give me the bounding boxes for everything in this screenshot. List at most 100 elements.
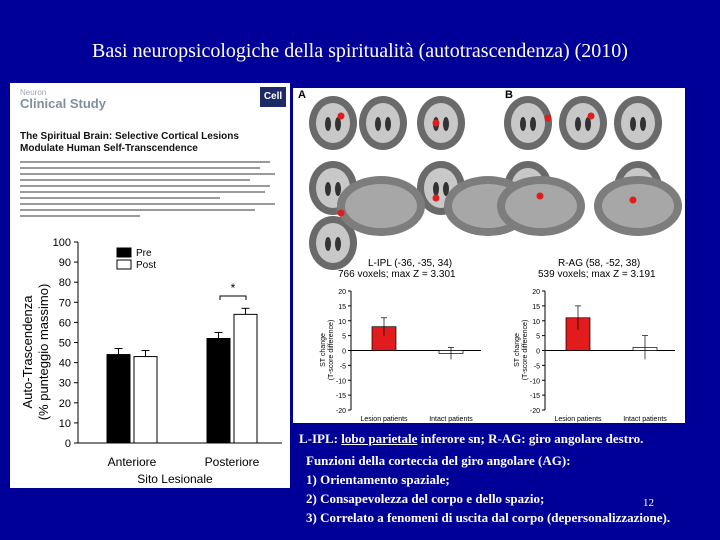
paper-title-line2: Modulate Human Self-Transcendence xyxy=(20,143,198,154)
brain-scan-images xyxy=(309,96,682,270)
left-region-label: L-IPL (-36, -35, 34) xyxy=(368,258,452,269)
brain-matter xyxy=(366,103,400,143)
y-tick-label: 80 xyxy=(59,277,71,289)
mini-y-tick-label: 5 xyxy=(536,334,540,341)
lesion-highlight xyxy=(536,192,544,200)
brain-gyri xyxy=(345,184,417,228)
brain-ventricle xyxy=(325,237,331,251)
y-tick-label: 100 xyxy=(53,237,71,249)
bar-post xyxy=(133,356,158,444)
mini-ylabel-line1: ST change xyxy=(514,333,521,367)
y-tick-label: 70 xyxy=(59,297,71,309)
mini-y-tick-label: 10 xyxy=(338,319,346,326)
paper-header-image: Neuron Clinical Study Cell The Spiritual… xyxy=(10,83,290,231)
mini-y-tick-label: -5 xyxy=(534,363,540,370)
paper-title-line1: The Spiritual Brain: Selective Cortical … xyxy=(20,131,239,142)
panel-label-a: A xyxy=(298,89,306,101)
chart-xlabel: Sito Lesionale xyxy=(137,472,213,486)
brain-ventricle xyxy=(585,117,591,131)
bar-chart-panel: Auto-Trascendenza (% punteggio massimo) … xyxy=(10,230,290,488)
chart-ylabel-line1: Auto-Trascendenza xyxy=(20,295,35,409)
y-tick-label: 30 xyxy=(59,378,71,390)
significance-bracket xyxy=(219,295,247,300)
y-tick-label: 50 xyxy=(59,338,71,350)
journal-top-label: Neuron xyxy=(20,88,47,97)
brain-ventricle xyxy=(335,237,341,251)
lesion-highlight xyxy=(432,119,440,127)
brain-ventricle xyxy=(335,182,341,196)
mini-y-tick-label: 15 xyxy=(532,304,540,311)
region-caption: L-IPL: lobo parietale inferore sn; R-AG:… xyxy=(299,431,643,447)
brain-ventricle xyxy=(575,117,581,131)
mini-x-label: Intact patients xyxy=(623,416,667,423)
functions-item-3: 3) Correlato a fenomeni di uscita dal co… xyxy=(306,510,671,525)
brain-figure: A B L-IPL (-36, -35, 34) 766 voxels; max… xyxy=(298,89,682,423)
y-tick-label: 20 xyxy=(59,398,71,410)
lesion-highlight xyxy=(629,196,637,204)
brain-ventricle xyxy=(630,117,636,131)
mini-ylabel-line2: (T-score difference) xyxy=(328,320,335,381)
bar-pre xyxy=(206,337,231,444)
brain-ventricle xyxy=(385,117,391,131)
brain-matter xyxy=(511,103,545,143)
brain-ventricle xyxy=(335,117,341,131)
significance-marker: * xyxy=(231,281,236,295)
y-tick-label: 40 xyxy=(59,358,71,370)
brain-matter xyxy=(621,103,655,143)
paper-title: The Spiritual Brain: Selective Cortical … xyxy=(20,131,280,155)
brain-figure-panel: A B L-IPL (-36, -35, 34) 766 voxels; max… xyxy=(293,88,685,423)
right-region-stats: 539 voxels; max Z = 3.191 xyxy=(538,269,656,280)
right-region-label: R-AG (58, -52, 38) xyxy=(558,258,640,269)
mini-y-tick-label: -20 xyxy=(336,408,346,415)
publisher-logo: Cell xyxy=(260,87,286,107)
brain-matter xyxy=(316,103,350,143)
brain-matter xyxy=(316,223,350,263)
mini-x-label: Lesion patients xyxy=(360,416,408,423)
brain-ventricle xyxy=(375,117,381,131)
legend-label: Pre xyxy=(136,248,152,259)
x-tick-label: Posteriore xyxy=(205,455,260,469)
mini-y-tick-label: 0 xyxy=(536,349,540,356)
brain-ventricle xyxy=(433,182,439,196)
mini-y-tick-label: -15 xyxy=(336,393,346,400)
mini-y-tick-label: -15 xyxy=(530,393,540,400)
journal-name: Clinical Study xyxy=(20,96,106,111)
legend-swatch xyxy=(116,259,132,270)
bar-pre xyxy=(106,354,131,444)
functions-list: Funzioni della corteccia del giro angola… xyxy=(306,451,670,527)
mini-y-tick-label: 10 xyxy=(532,319,540,326)
mini-y-tick-label: -20 xyxy=(530,408,540,415)
legend-swatch xyxy=(116,247,132,258)
mini-y-tick-label: 20 xyxy=(532,289,540,296)
legend-label: Post xyxy=(136,260,156,271)
mini-ylabel-line1: ST change xyxy=(320,333,327,367)
mini-x-label: Intact patients xyxy=(429,416,473,423)
functions-item-2: 2) Consapevolezza del corpo e dello spaz… xyxy=(306,491,545,506)
y-tick-label: 90 xyxy=(59,257,71,269)
chart-ylabel-line2: (% punteggio massimo) xyxy=(36,284,51,421)
mini-y-tick-label: 15 xyxy=(338,304,346,311)
mini-y-tick-label: -5 xyxy=(340,363,346,370)
lesion-highlight xyxy=(337,209,345,217)
lesion-highlight xyxy=(337,112,345,120)
mini-ylabel-line2: (T-score difference) xyxy=(522,320,529,381)
brain-gyri xyxy=(505,184,577,228)
bar-post xyxy=(233,313,258,444)
lesion-highlight xyxy=(544,114,552,122)
mini-x-label: Lesion patients xyxy=(554,416,602,423)
page-number: 12 xyxy=(643,497,654,509)
panel-label-b: B xyxy=(505,89,513,101)
x-tick-label: Anteriore xyxy=(108,455,157,469)
brain-ventricle xyxy=(640,117,646,131)
lesion-highlight xyxy=(432,194,440,202)
bar-chart: Auto-Trascendenza (% punteggio massimo) … xyxy=(20,237,282,486)
caption-prefix: L-IPL: xyxy=(299,431,342,446)
brain-ventricle xyxy=(530,117,536,131)
brain-gyri xyxy=(602,184,674,228)
mini-y-tick-label: 5 xyxy=(342,334,346,341)
y-tick-label: 0 xyxy=(65,438,71,450)
mini-y-tick-label: 0 xyxy=(342,349,346,356)
functions-item-1: 1) Orientamento spaziale; xyxy=(306,472,450,487)
brain-ventricle xyxy=(443,182,449,196)
y-tick-label: 10 xyxy=(59,418,71,430)
